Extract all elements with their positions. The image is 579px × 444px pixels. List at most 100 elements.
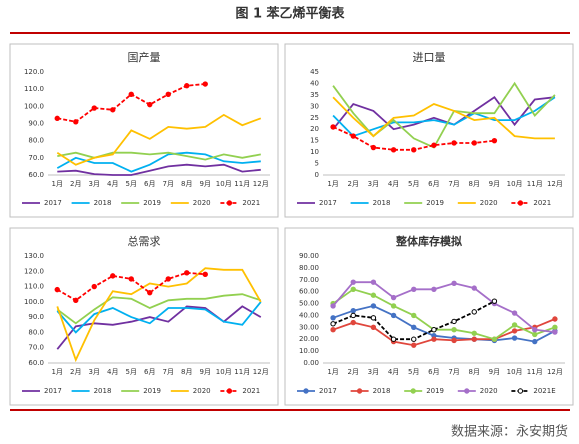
series-line [56, 151, 261, 173]
point [370, 292, 377, 298]
point [511, 328, 518, 334]
y-tick-label: 80.0 [28, 137, 44, 145]
series-line [57, 163, 261, 176]
point [165, 276, 171, 282]
y-tick-label: 90.0 [28, 120, 44, 128]
legend-marker [303, 388, 309, 394]
point [202, 81, 208, 87]
y-tick-label: 80.00 [299, 264, 319, 272]
point [451, 337, 457, 344]
point [491, 298, 498, 304]
y-tick-label: 30.00 [299, 323, 319, 331]
x-tick-label: 9月 [489, 368, 500, 376]
legend-marker [517, 200, 524, 206]
point [491, 137, 498, 144]
x-tick-label: 12月 [547, 368, 563, 376]
point [91, 105, 97, 111]
y-tick-label: 20 [310, 125, 319, 133]
x-tick-label: 10月 [507, 180, 523, 188]
legend-label: 2020 [193, 199, 211, 207]
x-tick-label: 6月 [428, 368, 439, 376]
legend-label: 2018 [373, 199, 391, 207]
point [411, 342, 417, 348]
series-line [56, 301, 262, 334]
point [202, 271, 208, 278]
point [91, 283, 97, 290]
panel [284, 227, 574, 406]
point [411, 147, 417, 153]
x-tick-label: 9月 [200, 180, 211, 188]
y-tick-label: 20.00 [299, 335, 319, 343]
legend-label: 2019 [426, 387, 444, 395]
series-line [56, 267, 262, 363]
y-tick-label: 60.0 [28, 359, 44, 367]
x-tick-label: 11月 [527, 368, 543, 376]
x-tick-label: 6月 [428, 180, 439, 188]
point [184, 83, 190, 89]
page-title: 图 1 苯乙烯平衡表 [235, 6, 345, 22]
x-tick-label: 5月 [126, 368, 137, 376]
legend-marker [226, 200, 233, 206]
point [147, 101, 153, 108]
point [411, 336, 417, 342]
series-line [332, 96, 555, 140]
point [350, 133, 356, 139]
y-tick-label: 70.0 [28, 344, 44, 352]
point [552, 324, 558, 331]
y-tick-label: 40.00 [299, 311, 319, 319]
point [350, 319, 356, 326]
point [471, 140, 477, 146]
point [370, 303, 377, 309]
x-tick-label: 10月 [216, 180, 232, 188]
x-tick-label: 11月 [234, 180, 250, 188]
point [147, 289, 153, 296]
x-tick-label: 11月 [527, 180, 543, 188]
point [390, 303, 397, 309]
panel [284, 43, 574, 218]
y-tick-label: 25 [310, 114, 319, 122]
y-tick-label: 80.0 [28, 328, 44, 336]
point [471, 285, 477, 291]
y-tick-label: 120.0 [24, 267, 44, 275]
x-tick-label: 10月 [216, 368, 232, 376]
x-tick-label: 12月 [253, 180, 269, 188]
series-line [56, 305, 262, 350]
point [350, 312, 356, 319]
x-tick-label: 10月 [507, 368, 523, 376]
legend-label: 2017 [319, 387, 337, 395]
point [73, 297, 79, 304]
point [532, 338, 538, 345]
y-tick-label: 35 [310, 91, 319, 99]
point [184, 270, 190, 276]
y-tick-label: 60.00 [299, 288, 319, 296]
point [110, 273, 116, 279]
panel [9, 43, 279, 218]
point [451, 140, 457, 146]
x-tick-label: 6月 [144, 180, 155, 188]
point [532, 327, 538, 333]
legend-marker [464, 388, 470, 394]
x-tick-label: 11月 [234, 368, 250, 376]
x-tick-label: 8月 [469, 368, 480, 376]
point [511, 310, 518, 316]
x-tick-label: 3月 [89, 368, 100, 376]
legend-label: 2017 [319, 199, 337, 207]
legend-label: 2021E [533, 387, 555, 395]
point [370, 144, 377, 151]
x-tick-label: 1月 [327, 368, 338, 376]
x-tick-label: 1月 [52, 368, 63, 376]
point [350, 307, 356, 314]
legend-marker [517, 388, 524, 394]
x-tick-label: 7月 [448, 180, 459, 188]
point [390, 147, 397, 153]
legend-label: 2021 [242, 387, 260, 395]
legend-label: 2019 [143, 387, 161, 395]
point [330, 315, 336, 321]
x-tick-label: 2月 [348, 368, 359, 376]
x-tick-label: 7月 [448, 368, 459, 376]
point [552, 329, 558, 335]
x-tick-label: 2月 [348, 180, 359, 188]
x-tick-label: 4月 [107, 368, 118, 376]
x-tick-label: 4月 [107, 180, 118, 188]
point [390, 294, 397, 301]
